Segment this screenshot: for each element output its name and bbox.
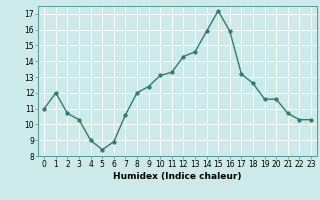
X-axis label: Humidex (Indice chaleur): Humidex (Indice chaleur) <box>113 172 242 181</box>
